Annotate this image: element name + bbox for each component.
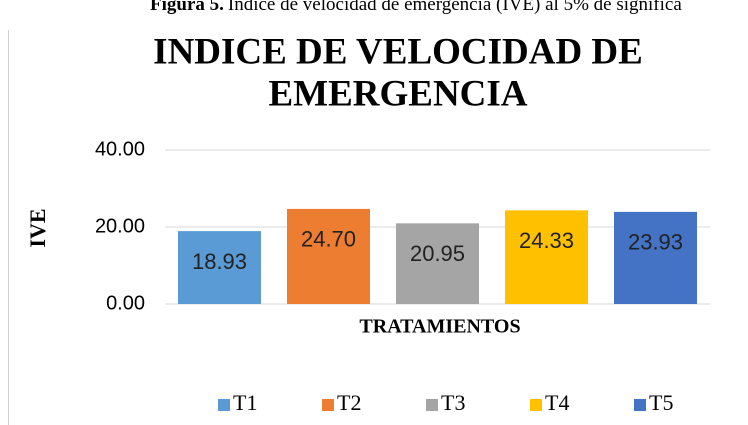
chart-title: EMERGENCIA bbox=[268, 73, 527, 114]
bar bbox=[178, 231, 261, 304]
legend-label: T4 bbox=[545, 390, 569, 415]
chart-title: INDICE DE VELOCIDAD DE bbox=[153, 31, 643, 72]
x-axis-label: TRATAMIENTOS bbox=[359, 316, 520, 338]
y-axis-label: IVE bbox=[25, 208, 50, 247]
y-tick-label: 0.00 bbox=[106, 292, 145, 314]
caption: Figura 5. Índice de velocidad de emergenc… bbox=[150, 0, 682, 15]
caption-label: Figura 5. bbox=[150, 0, 224, 15]
legend-label: T1 bbox=[233, 390, 257, 415]
data-label: 18.93 bbox=[192, 249, 247, 274]
data-label: 23.93 bbox=[628, 230, 683, 255]
legend-swatch bbox=[322, 399, 334, 411]
caption-text: Índice de velocidad de emergencia (IVE) … bbox=[228, 0, 682, 15]
data-label: 20.95 bbox=[410, 241, 465, 266]
legend-label: T5 bbox=[649, 390, 673, 415]
y-tick-label: 40.00 bbox=[95, 138, 145, 160]
bar bbox=[396, 223, 479, 304]
data-label: 24.33 bbox=[519, 228, 574, 253]
bar bbox=[505, 210, 588, 304]
legend-swatch bbox=[530, 399, 542, 411]
bar bbox=[614, 211, 697, 304]
y-tick-label: 20.00 bbox=[95, 215, 145, 237]
data-label: 24.70 bbox=[301, 227, 356, 252]
legend-swatch bbox=[634, 399, 646, 411]
bar bbox=[287, 208, 370, 304]
legend-label: T3 bbox=[441, 390, 465, 415]
legend-label: T2 bbox=[337, 390, 361, 415]
legend-swatch bbox=[426, 399, 438, 411]
legend-swatch bbox=[218, 399, 230, 411]
